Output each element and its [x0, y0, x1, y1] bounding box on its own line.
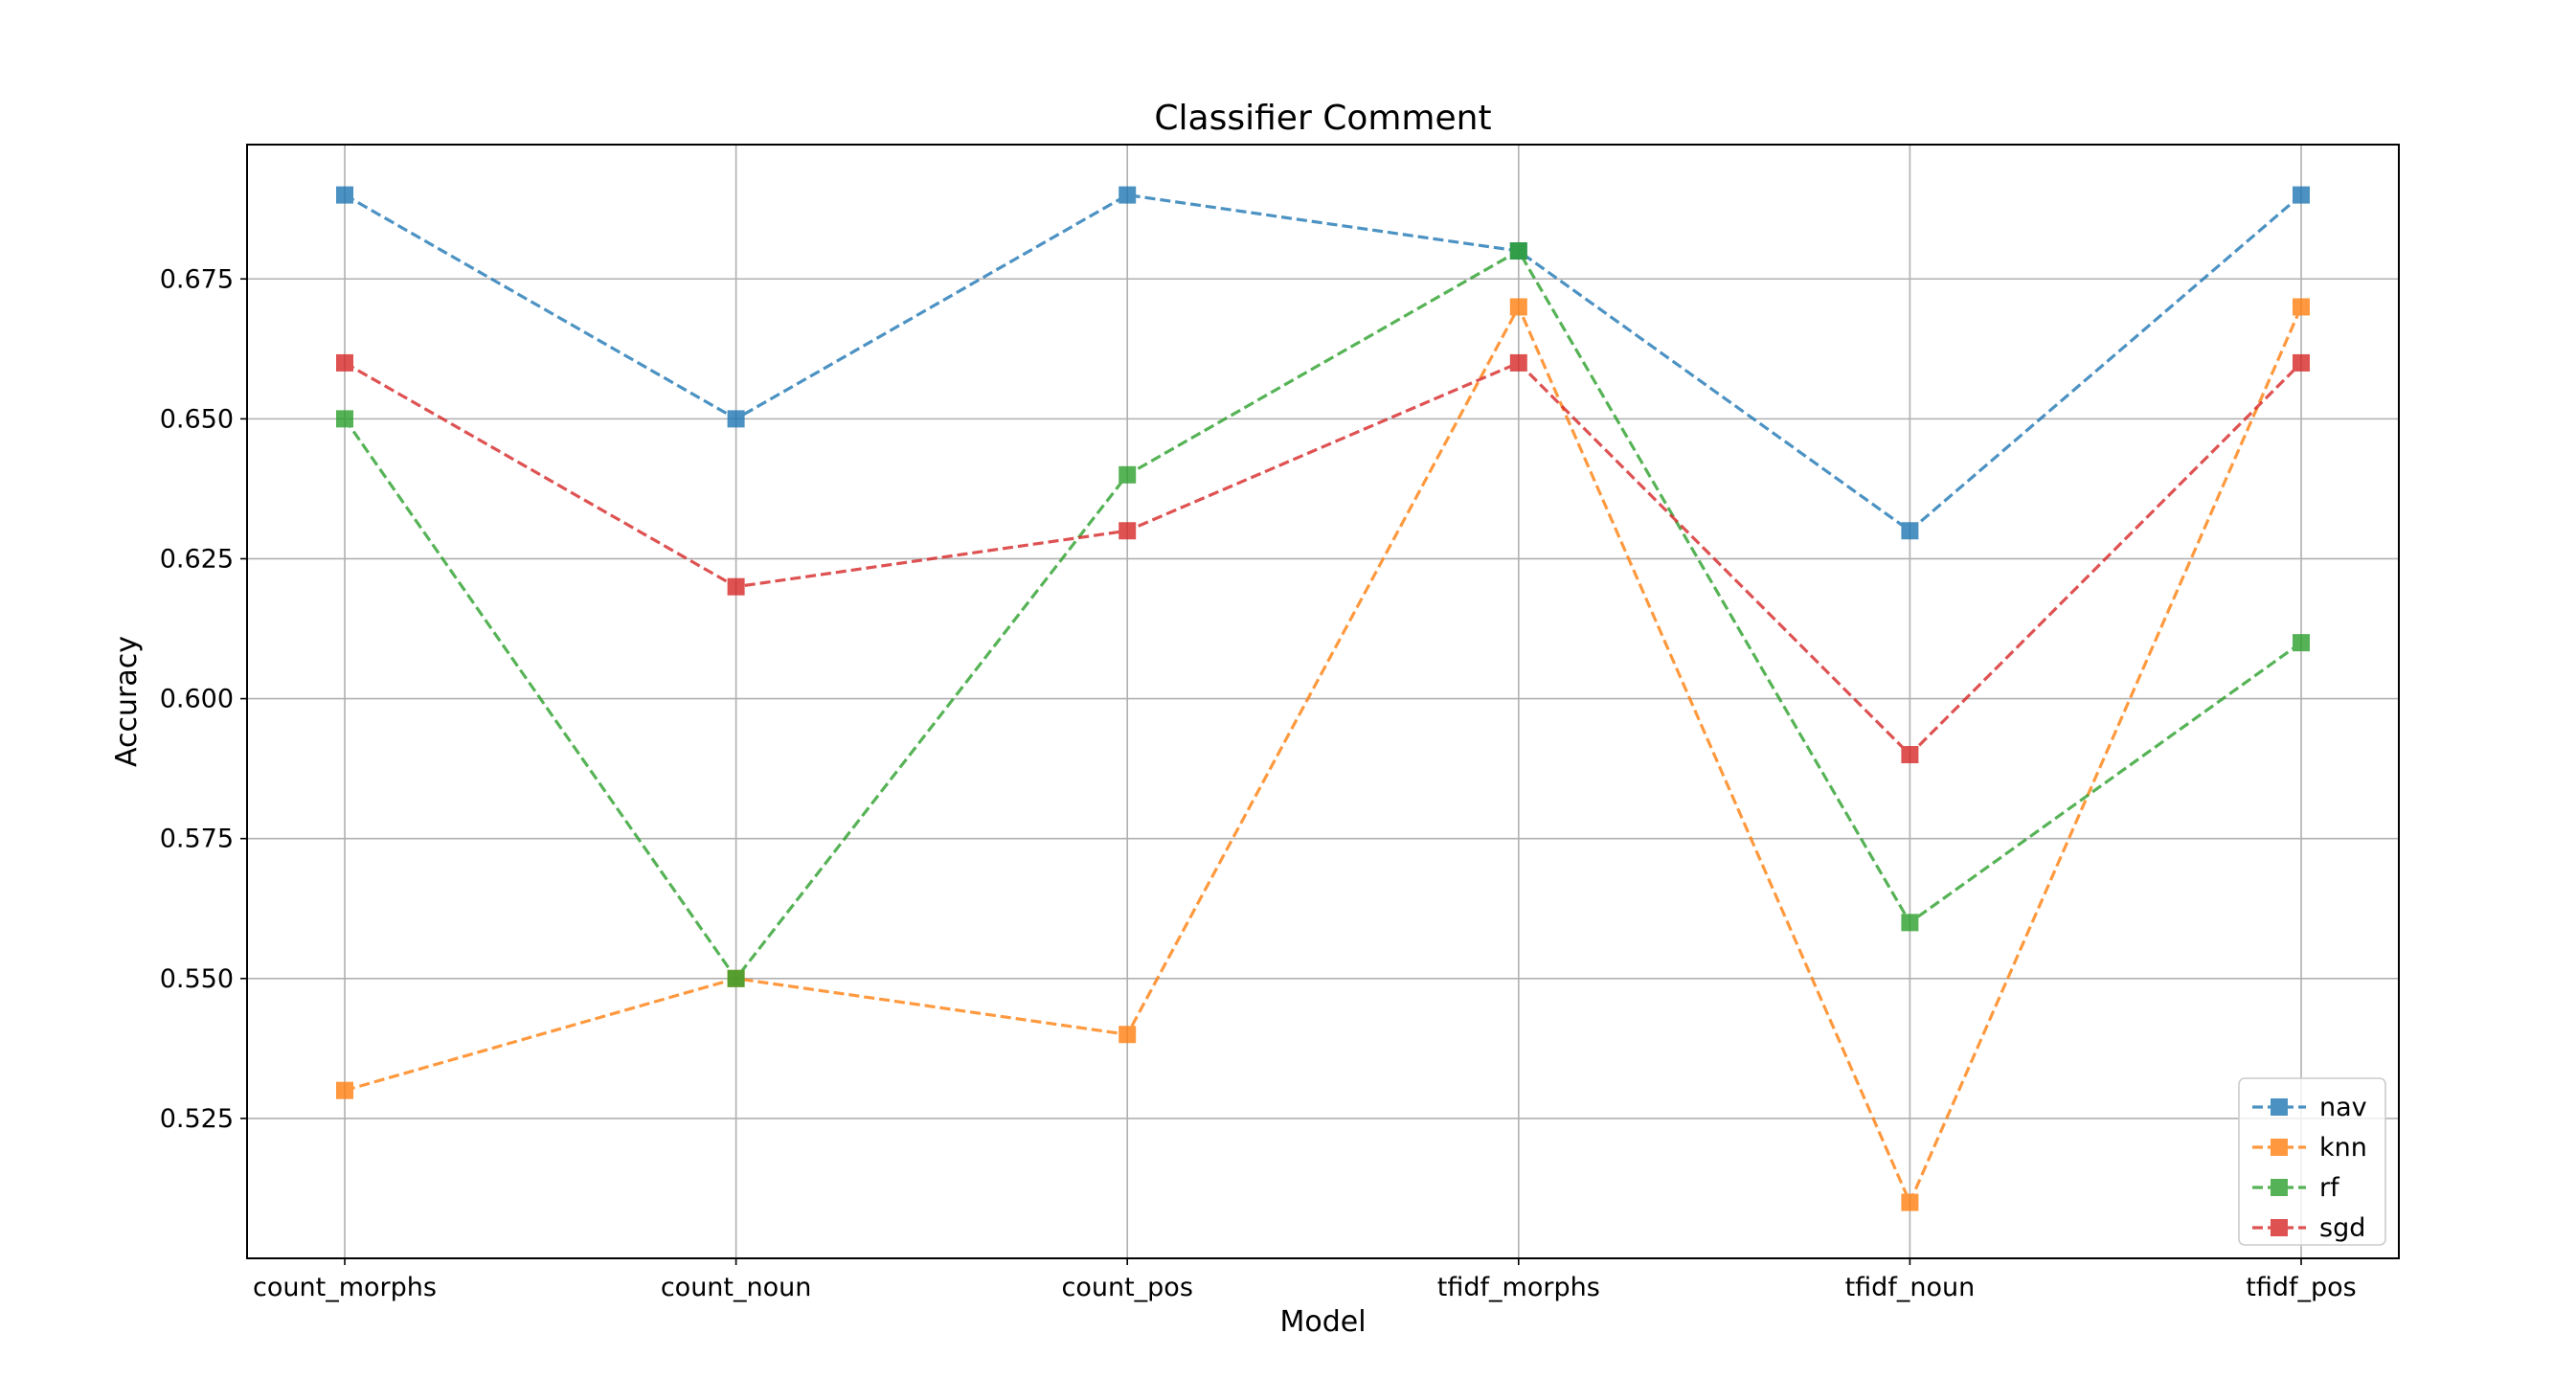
data-point	[2293, 186, 2310, 204]
legend-label: knn	[2319, 1133, 2367, 1163]
data-point	[1901, 914, 1919, 932]
series-line	[344, 303, 2303, 1207]
y-tick-label: 0.600	[160, 685, 234, 714]
data-point	[2293, 298, 2310, 316]
x-tick-label: count_noun	[661, 1273, 812, 1302]
legend-label: rf	[2319, 1173, 2340, 1203]
x-tick-label: tfidf_noun	[1845, 1273, 1976, 1302]
series-sgd	[336, 353, 2310, 764]
legend-item-rf	[2252, 1179, 2306, 1196]
plot-frame	[246, 144, 2400, 1259]
data-point	[727, 577, 745, 596]
legend-marker	[2271, 1139, 2288, 1156]
legend-marker	[2271, 1098, 2288, 1116]
y-tick-label: 0.650	[160, 404, 234, 434]
series-rf	[336, 242, 2310, 987]
data-point	[336, 353, 353, 372]
legend-marker	[2271, 1179, 2288, 1196]
data-point	[2293, 353, 2310, 372]
x-axis-ticks: count_morphs count_noun count_pos tfidf_mor…	[253, 1258, 2357, 1302]
series-line	[344, 192, 2303, 533]
data-point	[1119, 1026, 1137, 1044]
data-point	[1119, 465, 1137, 484]
series-group	[336, 186, 2310, 1211]
data-point	[1509, 353, 1527, 372]
y-axis-ticks: 0.525 0.550 0.575 0.600 0.625 0.650 0.675	[160, 264, 247, 1134]
y-tick-label: 0.525	[160, 1104, 234, 1134]
chart-title: Classifier Comment	[1154, 99, 1491, 138]
data-point	[1119, 186, 1137, 204]
legend-item-sgd	[2252, 1219, 2306, 1236]
data-point	[336, 410, 353, 428]
y-axis-label: Accuracy	[110, 636, 144, 767]
data-point	[727, 410, 745, 428]
data-point	[1901, 1193, 1919, 1211]
data-point	[2293, 634, 2310, 652]
legend-item-knn	[2252, 1139, 2306, 1156]
legend: nav knn rf sgd	[2238, 1077, 2386, 1246]
y-tick-label: 0.550	[160, 964, 234, 994]
data-point	[727, 969, 745, 987]
data-point	[1119, 522, 1137, 540]
series-knn	[336, 298, 2310, 1211]
x-tick-label: tfidf_pos	[2246, 1273, 2356, 1302]
legend-marker	[2271, 1219, 2288, 1236]
data-point	[1901, 746, 1919, 764]
data-point	[336, 1081, 353, 1099]
y-tick-label: 0.575	[160, 825, 234, 854]
data-point	[1509, 242, 1527, 260]
x-tick-label: tfidf_morphs	[1437, 1273, 1600, 1302]
legend-label: sgd	[2319, 1213, 2365, 1243]
x-tick-label: count_pos	[1061, 1273, 1192, 1302]
legend-item-nav	[2252, 1098, 2306, 1116]
series-line	[343, 248, 2302, 982]
data-point	[336, 186, 353, 204]
y-tick-label: 0.625	[160, 544, 234, 574]
series-line	[344, 361, 2303, 757]
legend-box	[2238, 1077, 2386, 1246]
data-point	[1901, 522, 1919, 540]
x-tick-label: count_morphs	[253, 1273, 437, 1302]
data-point	[1509, 298, 1527, 316]
y-tick-label: 0.675	[160, 264, 234, 294]
legend-label: nav	[2319, 1093, 2367, 1122]
x-axis-label: Model	[1279, 1305, 1366, 1339]
grid	[247, 145, 2399, 1258]
